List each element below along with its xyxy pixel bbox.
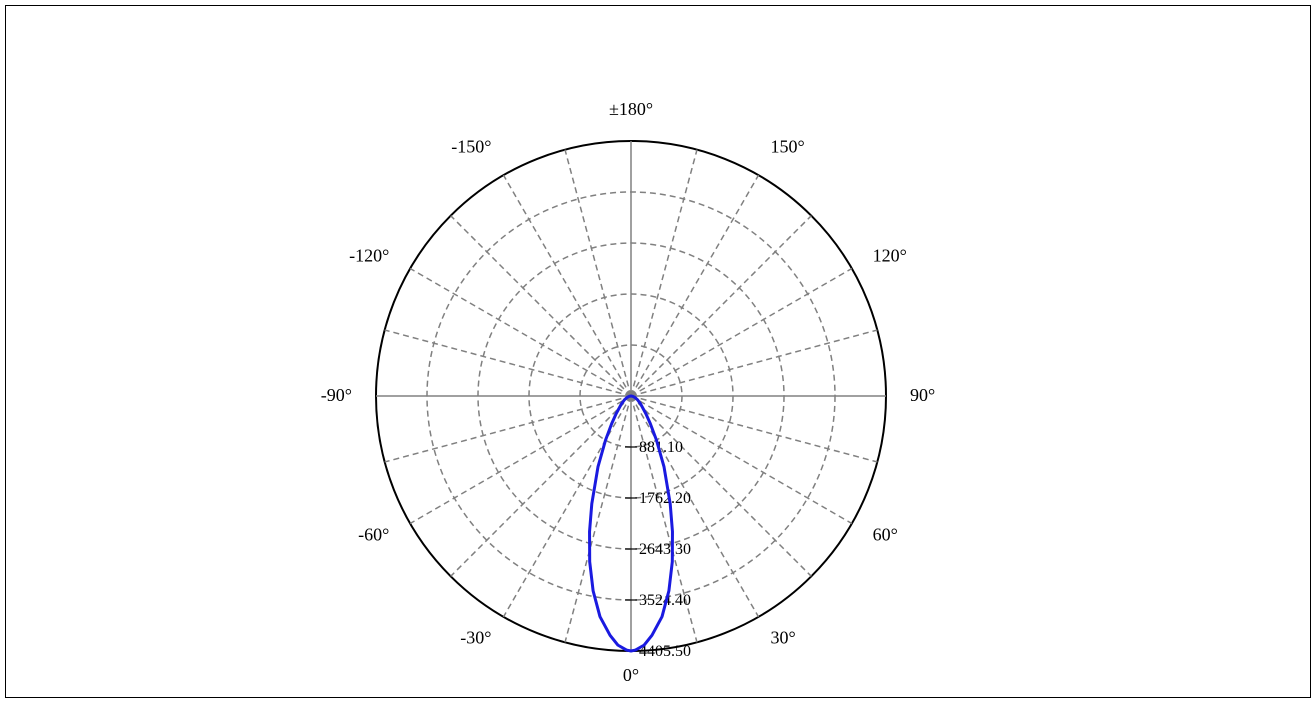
angle-label: ±180° (609, 99, 653, 119)
polar-grid-spoke (631, 216, 811, 396)
polar-grid-spoke (451, 216, 631, 396)
radial-label: 1762.20 (639, 490, 691, 507)
polar-grid-spoke (504, 175, 632, 396)
angle-label: 30° (771, 628, 796, 648)
radial-label: 4405.50 (639, 643, 691, 660)
angle-label: 60° (873, 525, 898, 545)
angle-label: -150° (451, 136, 491, 156)
angle-label: 0° (623, 665, 639, 685)
polar-grid-spoke (410, 396, 631, 524)
polar-chart: ±180° -150° -120° -90° -60° -30° 0° 30° 60° 90° 12… (6, 6, 1312, 699)
chart-frame: ±180° -150° -120° -90° -60° -30° 0° 30° 60° 90° 12… (5, 5, 1311, 698)
angle-label: 120° (873, 246, 907, 266)
polar-grid-spoke (565, 150, 631, 396)
polar-grid-spoke (631, 269, 852, 397)
angle-label: -60° (358, 525, 389, 545)
polar-grid-spoke (631, 175, 759, 396)
angle-label: -30° (460, 628, 491, 648)
polar-grid-spoke (410, 269, 631, 397)
angle-label: 150° (771, 136, 805, 156)
radial-label: 2643.30 (639, 541, 691, 558)
polar-grid-spoke (451, 396, 631, 576)
polar-grid-spoke (385, 396, 631, 462)
polar-grid-spoke (631, 330, 877, 396)
angle-label: -120° (349, 246, 389, 266)
polar-grid-spoke (385, 330, 631, 396)
angle-label: 90° (910, 385, 935, 405)
polar-grid-spoke (504, 396, 632, 617)
polar-grid-spoke (631, 150, 697, 396)
angle-label: -90° (321, 385, 352, 405)
